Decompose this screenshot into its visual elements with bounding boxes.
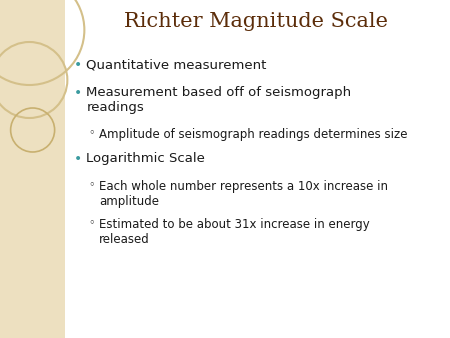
Text: ◦: ◦	[88, 180, 94, 190]
Text: Measurement based off of seismograph
readings: Measurement based off of seismograph rea…	[86, 86, 351, 114]
Text: •: •	[74, 152, 82, 166]
Text: Estimated to be about 31x increase in energy
released: Estimated to be about 31x increase in en…	[99, 218, 370, 246]
Text: Richter Magnitude Scale: Richter Magnitude Scale	[125, 12, 388, 31]
Text: ◦: ◦	[88, 218, 94, 228]
Bar	[0, 0, 65, 338]
Text: Amplitude of seismograph readings determines size: Amplitude of seismograph readings determ…	[99, 128, 408, 141]
Text: Quantitative measurement: Quantitative measurement	[86, 58, 266, 71]
Text: Each whole number represents a 10x increase in
amplitude: Each whole number represents a 10x incre…	[99, 180, 388, 208]
Text: •: •	[74, 86, 82, 100]
Text: Logarithmic Scale: Logarithmic Scale	[86, 152, 205, 165]
Text: ◦: ◦	[88, 128, 94, 138]
Text: •: •	[74, 58, 82, 72]
